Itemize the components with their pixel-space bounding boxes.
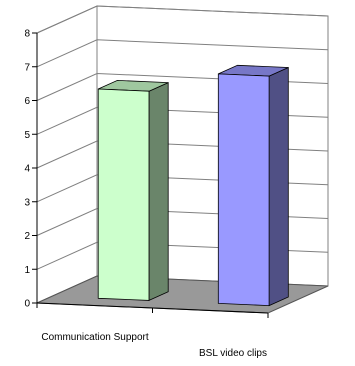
gridline xyxy=(36,5,329,34)
y-tick-label: 7 xyxy=(24,62,30,73)
bar-front xyxy=(97,88,150,301)
y-tick-label: 5 xyxy=(24,130,30,141)
bar-side xyxy=(148,81,169,302)
gridline xyxy=(36,39,329,68)
bar xyxy=(217,64,289,307)
y-tick-label: 0 xyxy=(24,299,30,310)
y-tick-label: 3 xyxy=(24,197,30,208)
bars xyxy=(97,64,289,307)
bar xyxy=(97,79,169,302)
y-tick-label: 8 xyxy=(24,29,30,40)
bar-front xyxy=(217,73,270,307)
labels: 0 1 2 3 4 5 6 7 8 Communication Support BSL video … xyxy=(24,29,267,360)
y-tick-label: 1 xyxy=(24,265,30,276)
x-category-label: BSL video clips xyxy=(199,348,267,359)
bar-side xyxy=(268,66,289,307)
y-tick-label: 2 xyxy=(24,231,30,242)
axes xyxy=(32,32,269,318)
x-category-label: Communication Support xyxy=(41,332,148,343)
y-tick-label: 6 xyxy=(24,96,30,107)
y-tick-label: 4 xyxy=(24,164,30,175)
